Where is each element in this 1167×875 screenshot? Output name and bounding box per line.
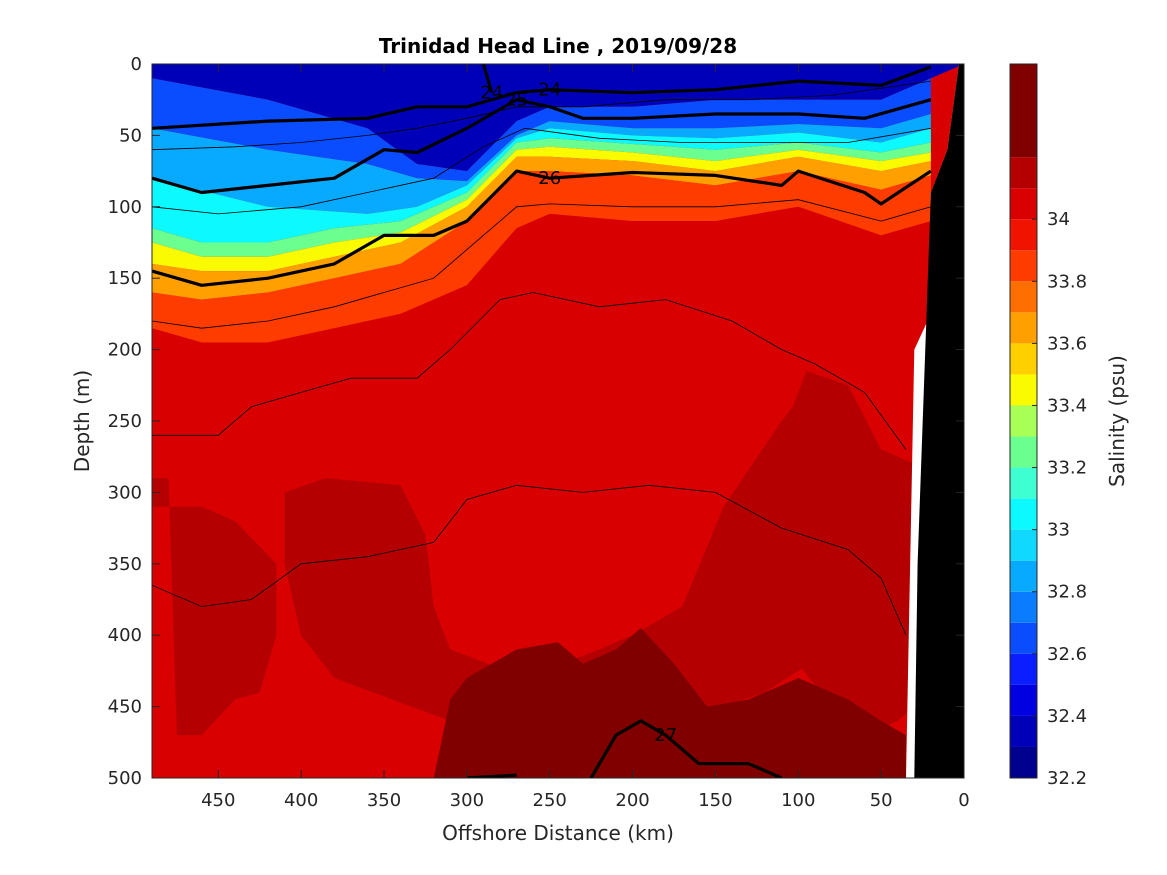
x-axis: 450 400 350 300 250 200 150 100 50 0 — [201, 64, 970, 811]
colorbar-segment-3 — [1010, 653, 1037, 685]
x-tick-label: 350 — [367, 790, 401, 811]
land-mask — [914, 64, 964, 778]
thin-contour-4 — [152, 484, 907, 636]
x-tick-label: 150 — [698, 790, 732, 811]
x-tick-label: 0 — [958, 790, 969, 811]
x-axis-title: Offshore Distance (km) — [442, 821, 674, 845]
salinity-band-3 — [152, 128, 931, 243]
colorbar-frame — [1009, 63, 1038, 779]
colorbar-segment-10 — [1010, 436, 1037, 468]
density-contour-label: 24 — [480, 83, 503, 104]
colorbar-title: Salinity (psu) — [1105, 355, 1129, 487]
colorbar-segment-2 — [1010, 684, 1037, 716]
colorbar-tick-label: 33.8 — [1047, 271, 1087, 292]
thin-contour-2 — [152, 199, 932, 329]
density-contour-label: 26 — [538, 168, 561, 189]
density-contour-2 — [152, 98, 932, 195]
x-tick-label: 250 — [533, 790, 567, 811]
colorbar-tick-label: 33.6 — [1047, 333, 1087, 354]
y-tick-label: 300 — [108, 482, 142, 503]
y-tick-label: 400 — [108, 625, 142, 646]
density-contour-label: 24 — [538, 80, 561, 101]
y-tick-label: 150 — [108, 268, 142, 289]
density-contour-4 — [589, 719, 783, 778]
saline-patch-deep — [433, 628, 906, 778]
density-contour-label: 25 — [505, 90, 528, 111]
y-axis-title: Depth (m) — [70, 370, 94, 472]
thin-contour-1 — [152, 127, 931, 215]
saline-patch-west — [152, 478, 277, 736]
y-tick-label: 250 — [108, 411, 142, 432]
colorbar-segment-5 — [1010, 591, 1037, 623]
saline-patch-middle — [284, 378, 865, 736]
salinity-band-1 — [152, 78, 931, 182]
chart-title: Trinidad Head Line , 2019/09/28 — [379, 34, 737, 58]
colorbar-tick-label: 32.2 — [1047, 768, 1087, 789]
density-contour-3 — [152, 169, 932, 287]
x-tick-label: 400 — [284, 790, 318, 811]
colorbar-tick-label: 32.4 — [1047, 706, 1087, 727]
salinity-band-5 — [152, 146, 931, 272]
bathymetry-masks — [906, 64, 964, 778]
colorbar-segment-15 — [1010, 281, 1037, 313]
colorbar-tick-label: 32.8 — [1047, 582, 1087, 603]
colorbar-segment-7 — [1010, 529, 1037, 561]
y-tick-label: 200 — [108, 340, 142, 361]
colorbar-tick-label: 33.2 — [1047, 458, 1087, 479]
colorbar-tick-label: 32.6 — [1047, 644, 1087, 665]
y-tick-label: 50 — [119, 125, 142, 146]
colorbar-segment-16 — [1010, 250, 1037, 282]
colorbar — [1010, 64, 1037, 778]
salinity-band-0 — [152, 64, 964, 172]
density-contour-1 — [481, 64, 494, 94]
y-tick-label: 450 — [108, 697, 142, 718]
colorbar-segment-17 — [1010, 219, 1037, 251]
colorbar-segment-19 — [1010, 157, 1037, 189]
colorbar-segment-4 — [1010, 622, 1037, 654]
colorbar-segment-14 — [1010, 312, 1037, 344]
density-contour-label: 27 — [654, 725, 677, 746]
x-tick-label: 300 — [450, 790, 484, 811]
thin-contour-3 — [152, 292, 907, 450]
y-axis: 0 50 100 150 200 250 300 350 400 450 500 — [108, 54, 964, 789]
y-tick-label: 350 — [108, 554, 142, 575]
colorbar-tick-label: 34 — [1047, 209, 1070, 230]
colorbar-segment-18 — [1010, 188, 1037, 220]
saline-patches — [152, 371, 915, 778]
salinity-band-2 — [152, 114, 931, 214]
y-tick-label: 100 — [108, 197, 142, 218]
y-tick-label: 0 — [131, 54, 142, 75]
saline-patch-east — [765, 371, 915, 736]
salinity-band-7 — [152, 171, 931, 343]
x-tick-label: 450 — [201, 790, 235, 811]
salinity-band-4 — [152, 138, 931, 257]
colorbar-segment-9 — [1010, 467, 1037, 499]
x-tick-label: 50 — [870, 790, 893, 811]
salinity-band-6 — [152, 156, 931, 300]
x-tick-label: 200 — [615, 790, 649, 811]
y-tick-label: 500 — [108, 768, 142, 789]
x-tick-label: 100 — [781, 790, 815, 811]
colorbar-segment-6 — [1010, 560, 1037, 592]
colorbar-segment-1 — [1010, 715, 1037, 747]
density-contour-0 — [152, 65, 932, 130]
colorbar-segment-0 — [1010, 746, 1037, 778]
colorbar-tick-label: 33 — [1047, 520, 1070, 541]
colorbar-tick-label: 33.4 — [1047, 395, 1087, 416]
colorbar-segment-13 — [1010, 343, 1037, 375]
colorbar-ticks: 32.2 32.4 32.6 32.8 33 33.2 33.4 33.6 33.8 34 — [1032, 209, 1087, 789]
colorbar-segment-8 — [1010, 498, 1037, 530]
colorbar-segment-11 — [1010, 405, 1037, 437]
colorbar-segment-20 — [1010, 64, 1037, 158]
colorbar-segment-12 — [1010, 374, 1037, 406]
